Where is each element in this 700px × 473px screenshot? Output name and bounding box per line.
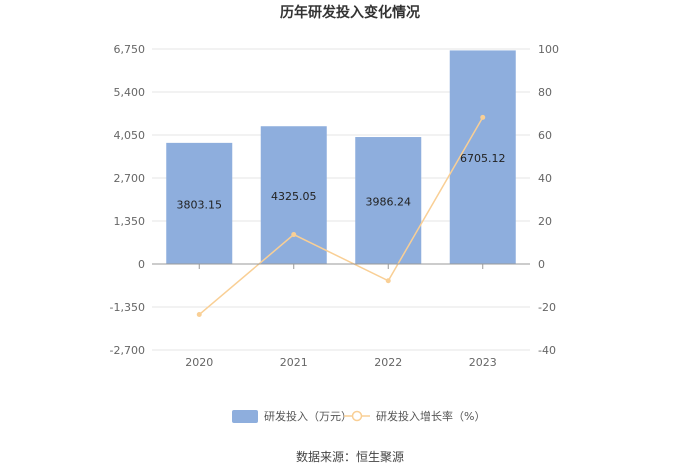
left-tick-label: 1,350 bbox=[114, 215, 146, 228]
x-axis: 2020 2021 2022 2023 bbox=[152, 263, 530, 369]
x-tick-label: 2021 bbox=[280, 356, 308, 369]
right-tick-label: 80 bbox=[538, 86, 552, 99]
bar-value-label: 3803.15 bbox=[177, 198, 223, 211]
x-tick-label: 2022 bbox=[374, 356, 402, 369]
left-tick-label: 5,400 bbox=[114, 86, 146, 99]
left-axis: -2,700 -1,350 0 1,350 2,700 4,050 5,400 6,750 bbox=[110, 43, 145, 357]
right-axis: -40 -20 0 20 40 60 80 100 bbox=[538, 43, 559, 357]
x-tick-label: 2020 bbox=[185, 356, 213, 369]
left-tick-label: -2,700 bbox=[110, 344, 145, 357]
line-point[interactable] bbox=[196, 312, 202, 318]
left-tick-label: -1,350 bbox=[110, 301, 145, 314]
legend-line-label: 研发投入增长率（%） bbox=[376, 409, 485, 423]
legend[interactable]: 研发投入（万元） 研发投入增长率（%） bbox=[232, 409, 485, 423]
line-point[interactable] bbox=[291, 232, 297, 238]
right-tick-label: 0 bbox=[538, 258, 545, 271]
left-tick-label: 6,750 bbox=[114, 43, 146, 56]
line-point[interactable] bbox=[480, 114, 486, 120]
line-series bbox=[196, 114, 486, 318]
bar-series: 3803.15 4325.05 3986.24 6705.12 bbox=[166, 50, 516, 265]
legend-bar-swatch bbox=[232, 410, 258, 423]
left-tick-label: 0 bbox=[138, 258, 145, 271]
x-tick-label: 2023 bbox=[469, 356, 497, 369]
growth-line bbox=[198, 116, 484, 316]
right-tick-label: -40 bbox=[538, 344, 556, 357]
left-tick-label: 4,050 bbox=[114, 129, 146, 142]
data-source: 数据来源：恒生聚源 bbox=[296, 449, 404, 464]
legend-bar-label: 研发投入（万元） bbox=[264, 409, 352, 423]
right-tick-label: -20 bbox=[538, 301, 556, 314]
right-tick-label: 60 bbox=[538, 129, 552, 142]
right-tick-label: 100 bbox=[538, 43, 559, 56]
chart-title: 历年研发投入变化情况 bbox=[280, 4, 420, 21]
line-point[interactable] bbox=[385, 278, 391, 284]
bar-value-label: 3986.24 bbox=[366, 196, 412, 209]
bar-value-label: 6705.12 bbox=[460, 152, 506, 165]
bar[interactable] bbox=[166, 142, 233, 264]
right-tick-label: 40 bbox=[538, 172, 552, 185]
bar-value-label: 4325.05 bbox=[271, 190, 317, 203]
left-tick-label: 2,700 bbox=[114, 172, 146, 185]
right-tick-label: 20 bbox=[538, 215, 552, 228]
bar[interactable] bbox=[449, 50, 516, 265]
legend-line-marker bbox=[351, 410, 363, 422]
bar[interactable] bbox=[260, 126, 327, 264]
